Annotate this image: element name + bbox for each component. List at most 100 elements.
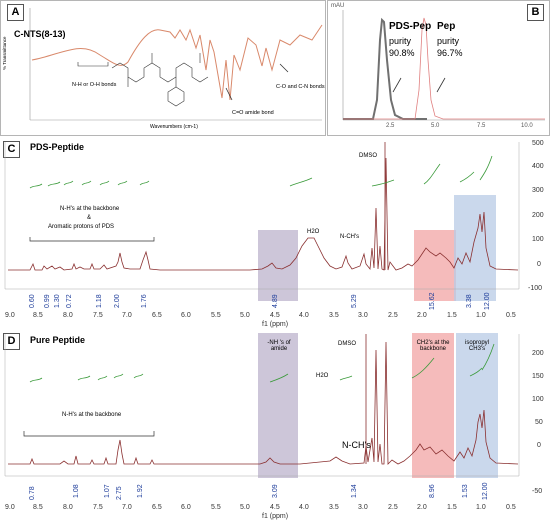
integral-value: 0.99 <box>44 294 51 308</box>
panel-a-letter: A <box>7 4 24 21</box>
nmr-d-region-purple <box>258 333 298 478</box>
nmr-d-label-nh: N-H's at the backbone <box>62 412 122 418</box>
hplc-x-tick: 5.0 <box>431 123 440 129</box>
x-tick: 4.5 <box>270 312 280 319</box>
x-tick: 5.5 <box>211 312 221 319</box>
x-tick: 1.5 <box>447 504 457 511</box>
nmr-d-label-h2o: H2O <box>316 373 329 379</box>
x-tick: 8.5 <box>33 312 43 319</box>
y-tick: 200 <box>532 350 544 357</box>
integral-value: 3.38 <box>466 294 473 308</box>
integral-value: 1.08 <box>73 484 80 498</box>
y-tick: 500 <box>532 140 544 147</box>
y-tick: 100 <box>532 236 544 243</box>
panel-c-nmr-pds-peptide: C PDS-Peptide N-H's at the backbone & Ar… <box>0 138 550 328</box>
x-tick: 3.5 <box>329 312 339 319</box>
integral-value: 12.00 <box>482 482 489 500</box>
x-tick: 1.0 <box>476 312 486 319</box>
nmr-c-integrals <box>29 155 493 189</box>
x-tick: 9.0 <box>5 504 15 511</box>
integral-value: 3.09 <box>272 484 279 498</box>
integral-value: 1.76 <box>141 294 148 308</box>
nmr-d-y-axis: 200 150 100 50 0 -50 <box>523 330 550 500</box>
x-tick: 5.5 <box>211 504 221 511</box>
y-tick: 400 <box>532 163 544 170</box>
x-tick: 7.0 <box>122 504 132 511</box>
panel-d-letter: D <box>3 333 20 350</box>
nmr-c-label-aromatic: Aromatic protons of PDS <box>48 224 115 230</box>
y-tick: 150 <box>532 373 544 380</box>
x-tick: 4.5 <box>270 504 280 511</box>
x-tick: 3.0 <box>358 312 368 319</box>
x-tick: 5.0 <box>240 504 250 511</box>
y-tick: 100 <box>532 396 544 403</box>
panel-a-frame <box>0 0 326 136</box>
nmr-c-x-axis: 9.0 8.5 8.0 7.5 7.0 6.5 6.0 5.5 5.0 4.5 … <box>0 312 550 328</box>
hplc-peak2-name: Pep <box>437 21 456 32</box>
x-tick: 7.0 <box>122 312 132 319</box>
x-tick: 2.5 <box>388 504 398 511</box>
nmr-c-label-amp: & <box>87 215 92 221</box>
integral-value: 2.00 <box>114 294 121 308</box>
hplc-x-tick: 7.5 <box>477 123 486 129</box>
panel-b-letter: B <box>527 4 544 21</box>
ir-plot <box>29 8 323 121</box>
ir-annotation-nh: N-H or O-H bonds <box>72 82 117 88</box>
y-tick: 300 <box>532 187 544 194</box>
x-tick: 8.0 <box>63 504 73 511</box>
x-tick: 4.0 <box>299 312 309 319</box>
nmr-c-y-axis: 500 400 300 200 100 0 -100 <box>523 138 550 308</box>
x-tick: 5.0 <box>240 312 250 319</box>
nmr-d-label-nch: N-CH's <box>342 440 371 450</box>
x-tick: 3.5 <box>329 504 339 511</box>
x-tick: 1.5 <box>447 312 457 319</box>
integral-value: 1.34 <box>351 484 358 498</box>
hplc-x-tick: 2.5 <box>386 123 395 129</box>
ir-sample-name: C-NTS(8-13) <box>14 29 66 39</box>
panel-d-title: Pure Peptide <box>30 335 86 345</box>
nmr-d-integral-values: 0.78 1.08 1.07 2.75 1.92 3.09 1.34 8.96 … <box>0 478 550 500</box>
hplc-unit: mAU <box>331 3 345 9</box>
integral-value: 1.30 <box>54 294 61 308</box>
integral-value: 1.92 <box>137 484 144 498</box>
integral-value: 0.78 <box>29 486 36 500</box>
x-tick: 8.5 <box>33 504 43 511</box>
hplc-peak1-name: PDS-Pep <box>389 21 432 32</box>
integral-value: 2.75 <box>116 486 123 500</box>
nmr-d-plot <box>4 333 520 478</box>
nmr-d-region-blue <box>456 333 498 478</box>
ir-x-axis-label: Wavenumbers (cm-1) <box>150 124 198 130</box>
x-tick: 4.0 <box>299 504 309 511</box>
nmr-c-label-nh: N-H's at the backbone <box>60 206 120 212</box>
panel-b-hplc: B mAU PDS-Pep purity 90.8% Pep purity 96… <box>327 0 550 136</box>
x-tick: 8.0 <box>63 312 73 319</box>
x-tick: 2.0 <box>417 312 427 319</box>
hplc-peak2-purity: 96.7% <box>437 48 463 58</box>
x-tick: 2.5 <box>388 312 398 319</box>
ir-y-axis-label: % Transmittance <box>2 36 7 70</box>
ir-spectrum-line <box>31 24 323 101</box>
integral-value: 0.72 <box>66 294 73 308</box>
nmr-d-spectrum <box>8 341 519 465</box>
y-tick: 0 <box>537 261 541 268</box>
ir-annotation-con: C-O and C-N bonds <box>276 84 325 90</box>
integral-value: 15.62 <box>429 292 436 310</box>
hplc-peak2-purity-label: purity <box>437 36 460 46</box>
x-tick: 7.5 <box>93 312 103 319</box>
integral-value: 12.00 <box>484 292 491 310</box>
y-tick: 50 <box>535 419 543 426</box>
hplc-x-tick: 10.0 <box>521 123 533 129</box>
x-tick: 3.0 <box>358 504 368 511</box>
x-tick: 1.0 <box>476 504 486 511</box>
x-tick: 2.0 <box>417 504 427 511</box>
ir-annotation-amide: C=O amide bond <box>232 110 274 116</box>
nmr-c-region-blue <box>454 195 496 301</box>
integral-value: 8.96 <box>429 484 436 498</box>
x-axis-label: f1 (ppm) <box>262 321 289 328</box>
x-tick: 7.5 <box>93 504 103 511</box>
x-tick: 6.5 <box>152 504 162 511</box>
x-axis-label: f1 (ppm) <box>262 513 289 520</box>
integral-value: 5.29 <box>351 294 358 308</box>
y-tick: 200 <box>532 212 544 219</box>
x-tick: 6.0 <box>181 312 191 319</box>
